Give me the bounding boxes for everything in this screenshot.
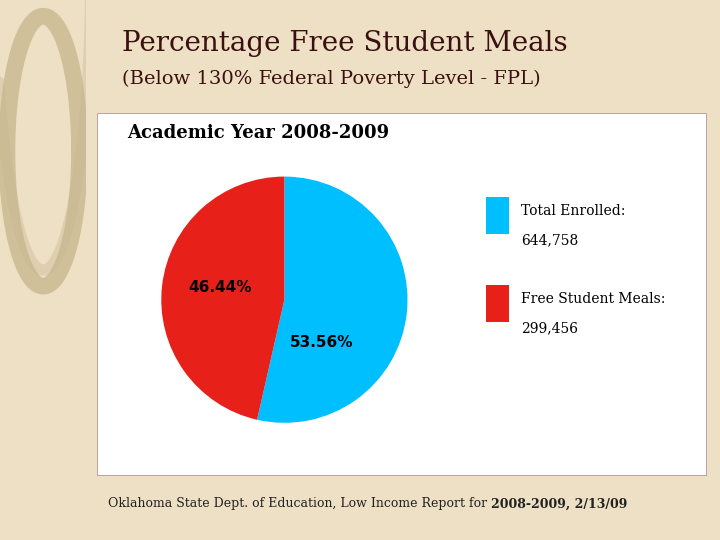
Text: 46.44%: 46.44% <box>189 280 252 295</box>
Text: Total Enrolled:: Total Enrolled: <box>521 204 626 218</box>
Bar <box>486 197 509 234</box>
Wedge shape <box>257 177 408 423</box>
Bar <box>486 285 509 322</box>
Text: 2008-2009, 2/13/09: 2008-2009, 2/13/09 <box>491 497 628 510</box>
Text: 53.56%: 53.56% <box>289 335 353 350</box>
Text: Oklahoma State Dept. of Education, Low Income Report for: Oklahoma State Dept. of Education, Low I… <box>108 497 491 510</box>
Text: Free Student Meals:: Free Student Meals: <box>521 293 665 307</box>
Wedge shape <box>161 177 284 420</box>
Text: Academic Year 2008-2009: Academic Year 2008-2009 <box>127 124 390 142</box>
Text: 644,758: 644,758 <box>521 233 578 247</box>
Text: 299,456: 299,456 <box>521 321 578 335</box>
Text: (Below 130% Federal Poverty Level - FPL): (Below 130% Federal Poverty Level - FPL) <box>122 70 541 89</box>
Text: Percentage Free Student Meals: Percentage Free Student Meals <box>122 30 568 57</box>
